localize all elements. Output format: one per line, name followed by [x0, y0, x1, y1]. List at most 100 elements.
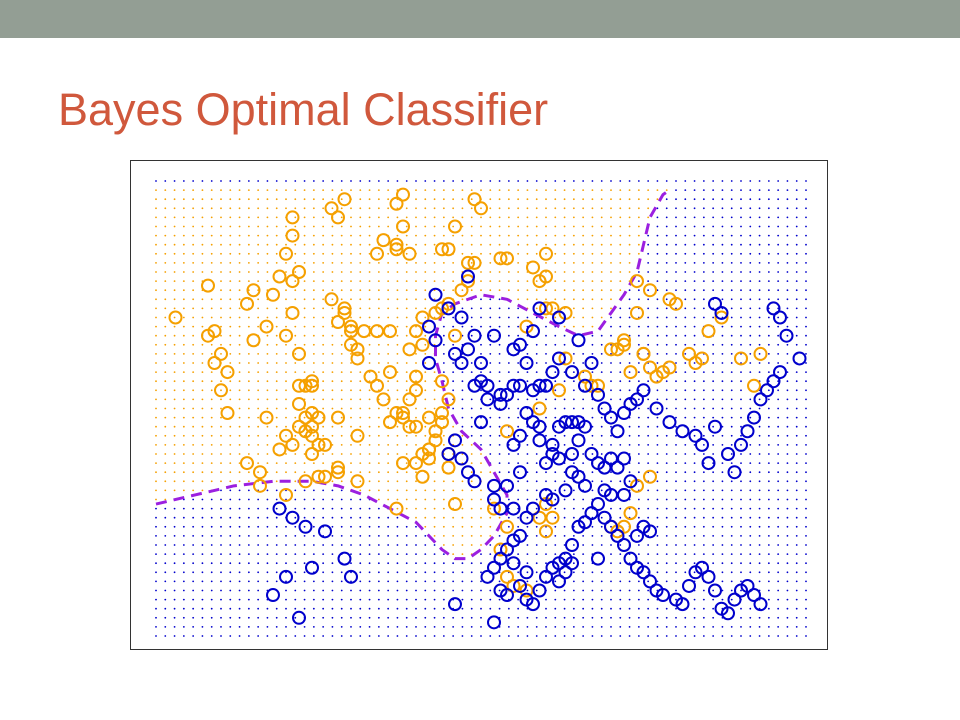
grid-dot: [507, 207, 510, 210]
grid-dot: [461, 371, 464, 373]
grid-dot: [368, 207, 371, 210]
grid-dot: [675, 416, 677, 419]
grid-dot: [470, 198, 473, 201]
grid-dot: [377, 371, 380, 373]
grid-dot: [740, 616, 742, 619]
grid-dot: [377, 571, 380, 574]
grid-dot: [647, 316, 650, 319]
grid-dot: [164, 198, 167, 201]
grid-dot: [359, 407, 362, 410]
grid-dot: [675, 362, 677, 364]
grid-dot: [554, 343, 557, 346]
grid-dot: [368, 316, 371, 319]
grid-dot: [740, 234, 742, 237]
grid-dot: [721, 216, 724, 219]
grid-dot: [767, 616, 770, 619]
grid-dot: [777, 544, 780, 546]
grid-dot: [340, 362, 343, 364]
grid-dot: [415, 207, 417, 210]
grid-dot: [480, 525, 482, 528]
grid-dot: [805, 343, 807, 346]
grid-dot: [173, 462, 176, 464]
grid-dot: [461, 544, 464, 546]
blue-point: [500, 387, 514, 402]
grid-dot: [452, 571, 455, 574]
grid-dot: [647, 298, 650, 301]
grid-dot: [591, 180, 594, 182]
grid-dot: [322, 362, 325, 364]
grid-dot: [210, 535, 213, 537]
grid-dot: [777, 334, 780, 337]
grid-dot: [387, 525, 390, 528]
orange-point: [448, 219, 462, 234]
grid-dot: [433, 507, 436, 510]
grid-dot: [266, 252, 269, 255]
grid-dot: [563, 525, 566, 528]
grid-dot: [572, 207, 575, 210]
orange-point: [305, 378, 319, 393]
grid-dot: [340, 434, 343, 437]
grid-dot: [489, 298, 492, 301]
grid-dot: [480, 180, 482, 182]
grid-dot: [387, 280, 390, 282]
grid-dot: [396, 325, 399, 328]
grid-dot: [489, 453, 492, 455]
grid-dot: [368, 553, 371, 555]
grid-dot: [591, 416, 594, 419]
grid-dot: [210, 353, 213, 355]
orange-point: [337, 192, 352, 207]
grid-dot: [786, 198, 789, 201]
orange-point: [168, 310, 183, 325]
grid-dot: [702, 271, 705, 273]
grid-dot: [247, 480, 250, 483]
grid-dot: [489, 243, 492, 246]
grid-dot: [610, 507, 612, 510]
grid-dot: [591, 444, 594, 446]
grid-dot: [749, 362, 752, 364]
grid-dot: [740, 425, 742, 428]
grid-dot: [693, 434, 696, 437]
grid-dot: [665, 353, 668, 355]
grid-dot: [201, 444, 204, 446]
grid-dot: [312, 589, 315, 592]
grid-dot: [712, 453, 715, 455]
orange-point: [454, 283, 469, 298]
grid-dot: [201, 316, 204, 319]
blue-point: [591, 387, 605, 402]
grid-dot: [340, 616, 343, 619]
orange-point: [350, 342, 365, 357]
grid-dot: [155, 425, 157, 428]
grid-dot: [238, 262, 241, 264]
blue-point: [571, 433, 586, 448]
grid-dot: [201, 626, 204, 628]
grid-dot: [740, 453, 742, 455]
blue-point: [747, 588, 761, 603]
grid-dot: [415, 580, 417, 583]
grid-dot: [322, 507, 325, 510]
grid-dot: [294, 480, 297, 483]
orange-point: [435, 406, 449, 421]
grid-dot: [405, 398, 408, 401]
grid-dot: [238, 416, 241, 419]
grid-dot: [535, 216, 538, 219]
grid-dot: [182, 180, 185, 182]
grid-dot: [201, 362, 204, 364]
grid-dot: [619, 243, 622, 246]
grid-dot: [303, 362, 306, 364]
grid-dot: [266, 316, 269, 319]
grid-dot: [647, 453, 650, 455]
grid-dot: [656, 334, 659, 337]
grid-dot: [526, 480, 529, 483]
grid-dot: [173, 471, 176, 474]
grid-dot: [721, 407, 724, 410]
grid-dot: [693, 198, 696, 201]
grid-dot: [507, 616, 510, 619]
grid-dot: [396, 216, 399, 219]
grid-dot: [192, 535, 195, 537]
grid-dot: [665, 471, 668, 474]
grid-dot: [229, 462, 232, 464]
grid-dot: [257, 307, 260, 310]
blue-point: [617, 451, 631, 466]
grid-dot: [470, 544, 473, 546]
grid-dot: [507, 371, 510, 373]
